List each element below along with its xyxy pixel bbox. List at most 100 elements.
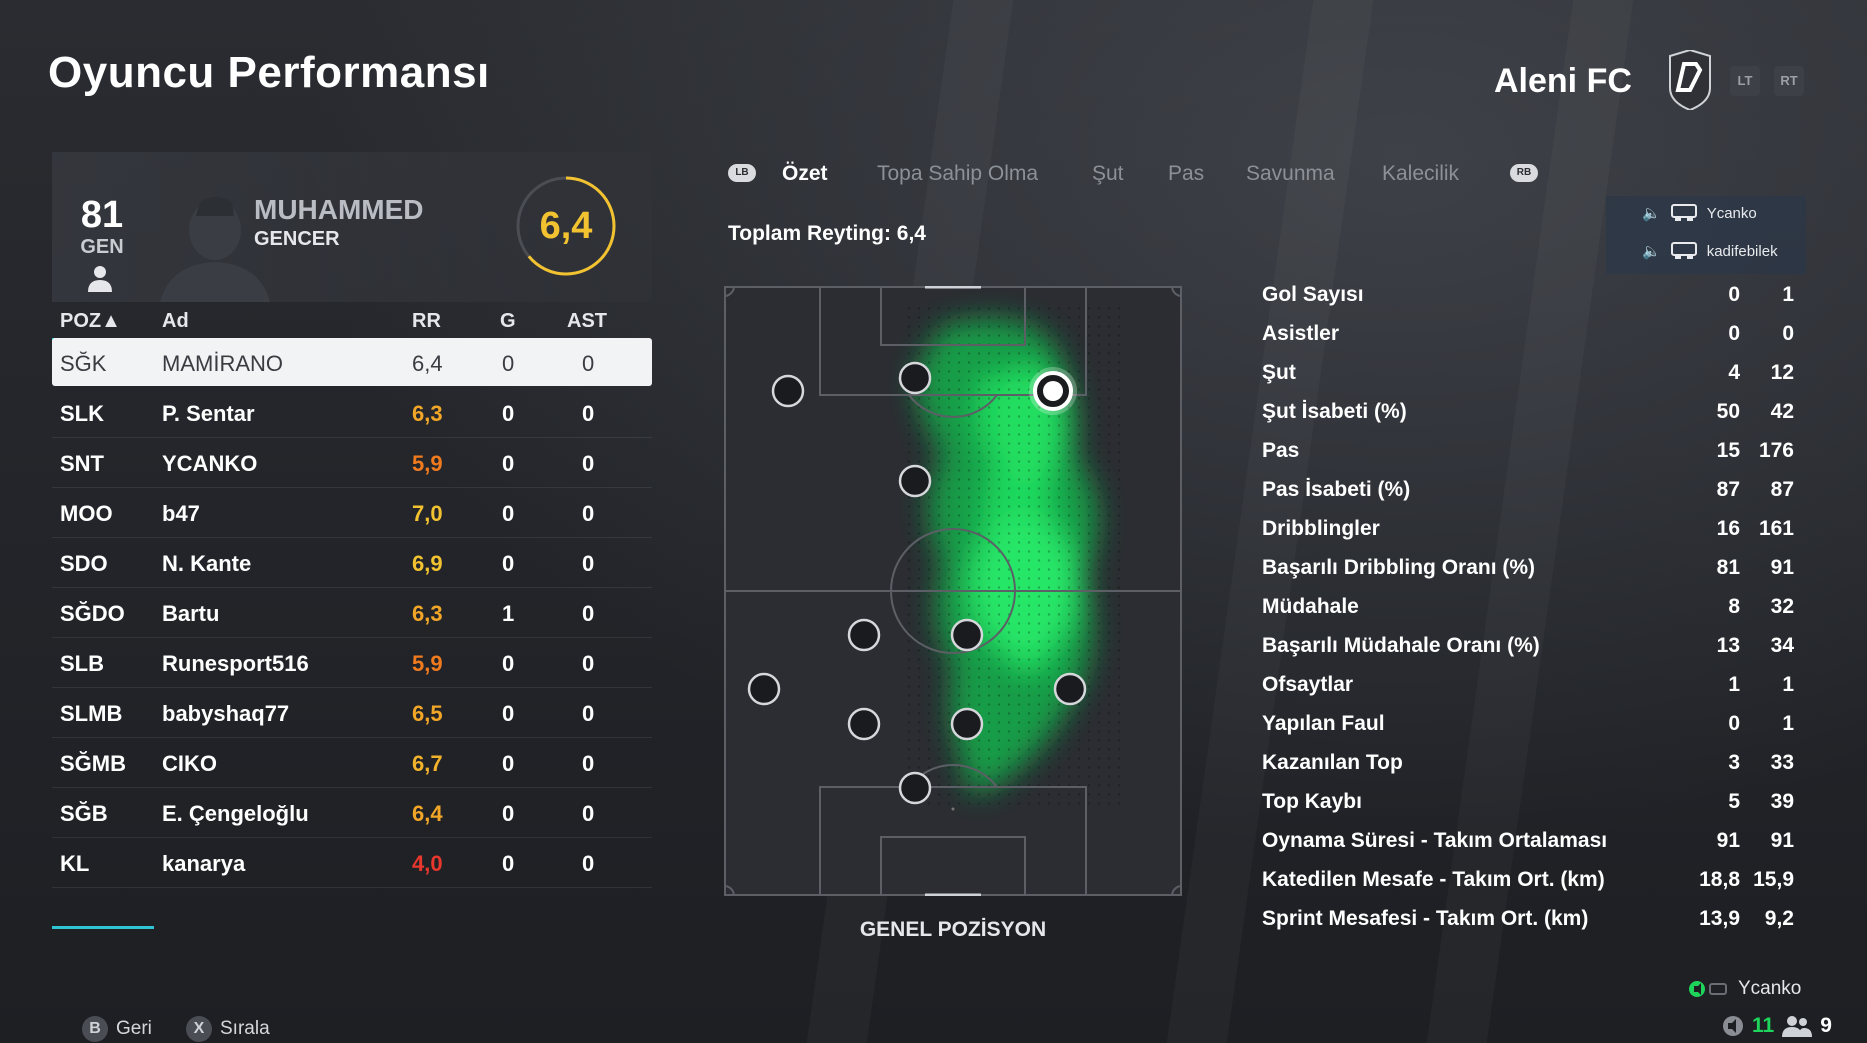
stat-row: Başarılı Müdahale Oranı (%) 13 34	[1262, 628, 1802, 667]
row-player-name: b47	[162, 501, 200, 526]
column-header-rr[interactable]: RR	[412, 310, 441, 332]
speaker-muted-icon	[1723, 1016, 1743, 1036]
stat-label: Şut	[1262, 361, 1296, 384]
stat-label: Yapılan Faul	[1262, 712, 1385, 735]
back-label: Geri	[116, 1018, 152, 1039]
stat-player-value: 0	[1728, 322, 1740, 345]
column-header-g[interactable]: G	[500, 310, 516, 332]
tab-kalecilik[interactable]: Kalecilik	[1382, 162, 1460, 185]
row-pos: MOO	[60, 501, 113, 526]
chat-user-row: 🔈 Ycanko	[1642, 204, 1757, 222]
rb-button[interactable]: RB	[1510, 164, 1538, 182]
table-row[interactable]: SĞMB CIKO 6,7 0 0	[52, 738, 652, 788]
stat-team-value: 91	[1770, 556, 1794, 579]
row-player-name: P. Sentar	[162, 401, 255, 426]
stat-team-value: 1	[1782, 283, 1794, 306]
stat-team-value: 33	[1770, 751, 1794, 774]
stat-row: Ofsaytlar 1 1	[1262, 667, 1802, 706]
stat-player-value: 8	[1728, 595, 1740, 618]
tab-topa-sahip-olma[interactable]: Topa Sahip Olma	[877, 162, 1039, 185]
row-goals: 1	[502, 601, 515, 626]
voice-chat-panel: 🔈 Ycanko 🔈 kadifebilek	[1606, 196, 1806, 274]
player-marker	[747, 672, 781, 706]
row-pos: SĞK	[60, 351, 107, 376]
column-header-pos[interactable]: POZ▲	[60, 310, 121, 332]
position-heatmap	[724, 286, 1182, 896]
tab-pas[interactable]: Pas	[1168, 162, 1205, 185]
count-b: 9	[1820, 1014, 1832, 1037]
sort-action[interactable]: X Sırala	[186, 1016, 270, 1042]
stat-label: Pas İsabeti (%)	[1262, 478, 1411, 501]
row-rating: 7,0	[412, 501, 443, 526]
row-pos: SNT	[60, 451, 104, 476]
row-assists: 0	[582, 401, 595, 426]
lt-button[interactable]: LT	[1730, 66, 1760, 96]
row-goals: 0	[502, 551, 515, 576]
mic-active-icon	[1689, 981, 1727, 997]
player-marker	[847, 618, 881, 652]
host-user: Ycanko	[1688, 978, 1801, 1000]
stat-player-value: 50	[1716, 400, 1740, 423]
tab-ozet[interactable]: Özet	[782, 162, 828, 185]
player-marker	[1053, 672, 1087, 706]
table-row[interactable]: SNT YCANKO 5,9 0 0	[52, 438, 652, 488]
row-player-name: kanarya	[162, 851, 246, 876]
table-row[interactable]: SLMB babyshaq77 6,5 0 0	[52, 688, 652, 738]
club-badge-icon	[1669, 50, 1711, 110]
stat-player-value: 1	[1728, 673, 1740, 696]
chat-user-name: kadifebilek	[1706, 242, 1778, 260]
table-row[interactable]: SĞDO Bartu 6,3 1 0	[52, 588, 652, 638]
row-pos: SĞDO	[60, 601, 125, 626]
row-player-name: E. Çengeloğlu	[162, 801, 309, 826]
row-assists: 0	[582, 851, 595, 876]
player-position: GEN	[80, 236, 124, 258]
speaker-icon: 🔈	[1642, 205, 1661, 222]
row-rating: 5,9	[412, 651, 443, 676]
table-row[interactable]: SĞK MAMİRANO 6,4 0 0	[52, 338, 652, 386]
stat-label: Başarılı Dribbling Oranı (%)	[1262, 556, 1536, 579]
stat-player-value: 3	[1728, 751, 1740, 774]
console-icon	[1670, 204, 1697, 221]
player-rating: 6,4	[539, 205, 593, 247]
column-header-name[interactable]: Ad	[162, 310, 189, 332]
row-assists: 0	[582, 601, 595, 626]
stat-label: Oynama Süresi - Takım Ortalaması	[1262, 829, 1608, 852]
table-row[interactable]: MOO b47 7,0 0 0	[52, 488, 652, 538]
stat-player-value: 0	[1728, 283, 1740, 306]
table-row[interactable]: SLB Runesport516 5,9 0 0	[52, 638, 652, 688]
row-assists: 0	[582, 701, 595, 726]
table-row[interactable]: SLK P. Sentar 6,3 0 0	[52, 388, 652, 438]
stat-player-value: 5	[1728, 790, 1740, 813]
player-first-name: MUHAMMED	[254, 194, 424, 225]
row-pos: SĞMB	[60, 751, 126, 776]
table-row[interactable]: SĞB E. Çengeloğlu 6,4 0 0	[52, 788, 652, 838]
tab-savunma[interactable]: Savunma	[1246, 162, 1335, 185]
row-player-name: babyshaq77	[162, 701, 290, 726]
rt-button[interactable]: RT	[1774, 66, 1804, 96]
speaker-icon: 🔈	[1642, 243, 1661, 260]
stat-player-value: 16	[1716, 517, 1740, 540]
row-rating: 4,0	[412, 851, 443, 876]
lb-button[interactable]: LB	[728, 164, 756, 182]
stat-team-value: 42	[1770, 400, 1794, 423]
row-goals: 0	[502, 651, 515, 676]
tab-sut[interactable]: Şut	[1092, 162, 1124, 185]
row-goals: 0	[502, 451, 515, 476]
stat-row: Top Kaybı 5 39	[1262, 784, 1802, 823]
row-assists: 0	[582, 551, 595, 576]
stat-label: Gol Sayısı	[1262, 283, 1364, 306]
row-pos: SDO	[60, 551, 108, 576]
stat-team-value: 87	[1770, 478, 1794, 501]
stat-row: Şut 4 12	[1262, 355, 1802, 394]
table-row[interactable]: SDO N. Kante 6,9 0 0	[52, 538, 652, 588]
back-action[interactable]: B Geri	[82, 1016, 152, 1042]
table-header: POZ▲ Ad RR G AST	[52, 302, 652, 341]
row-assists: 0	[582, 351, 595, 376]
row-player-name: Bartu	[162, 601, 220, 626]
row-assists: 0	[582, 651, 595, 676]
row-goals: 0	[502, 501, 515, 526]
stat-team-value: 9,2	[1764, 907, 1794, 930]
column-header-ast[interactable]: AST	[567, 310, 607, 332]
table-row[interactable]: KL kanarya 4,0 0 0	[52, 838, 652, 888]
x-button-icon: X	[186, 1016, 212, 1042]
